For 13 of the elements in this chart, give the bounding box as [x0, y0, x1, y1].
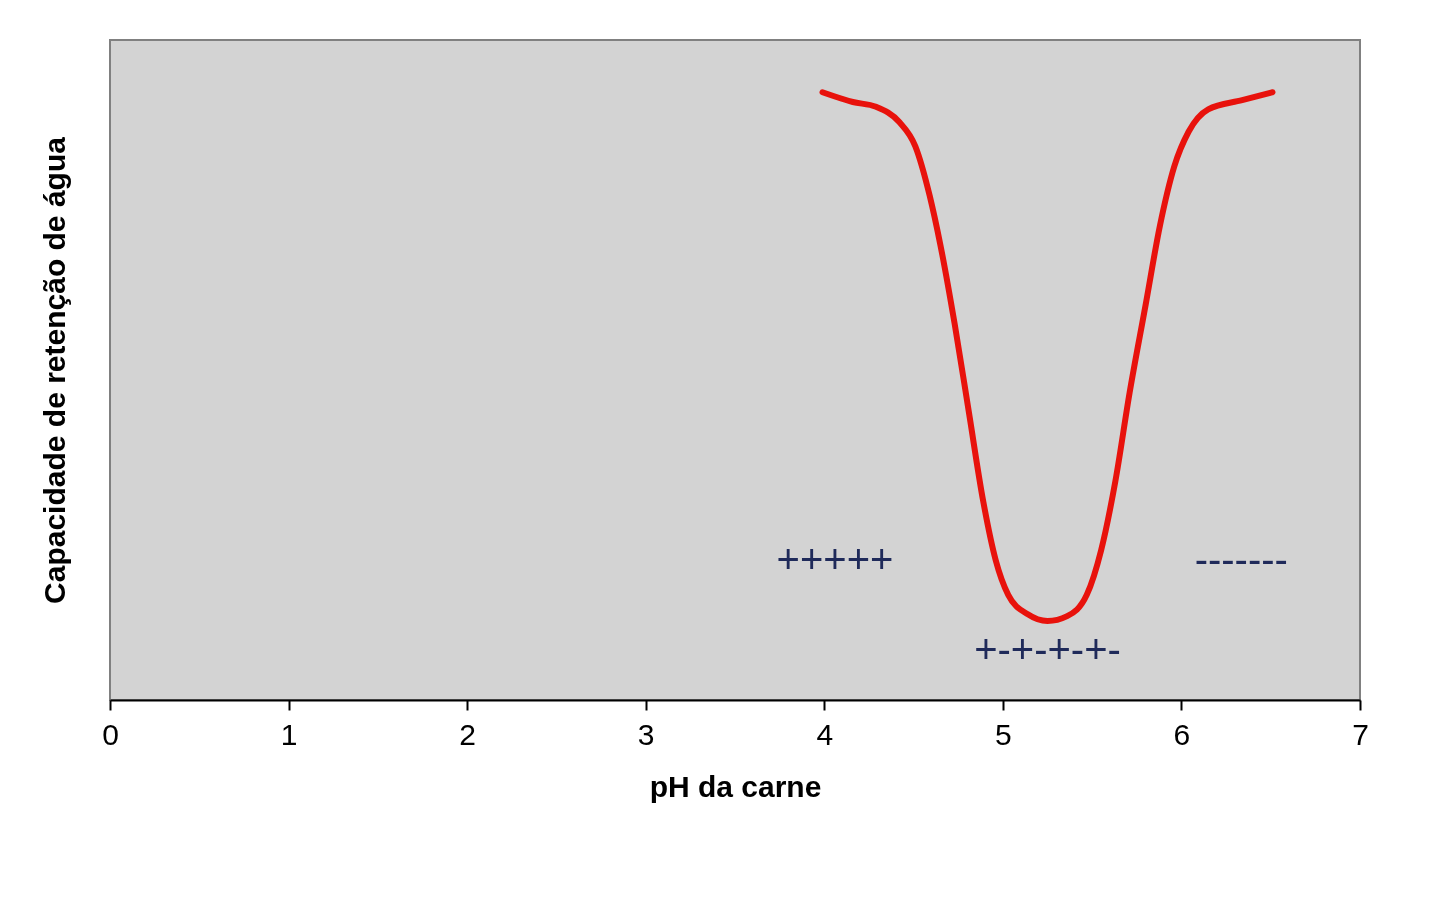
annotation: +-+-+-+- — [974, 626, 1121, 671]
x-tick-label: 2 — [459, 717, 476, 751]
annotation: +++++ — [776, 537, 894, 582]
annotation: ------- — [1194, 537, 1288, 582]
x-tick-label: 1 — [280, 717, 298, 751]
x-tick-label: 6 — [1173, 717, 1191, 751]
x-tick-label: 5 — [995, 717, 1012, 751]
x-tick-label: 3 — [637, 717, 655, 751]
x-tick-label: 4 — [816, 717, 834, 751]
x-tick-label: 7 — [1352, 717, 1369, 751]
x-axis-title: pH da carne — [649, 769, 822, 803]
y-axis-title: Capacidade de retenção de água — [37, 136, 71, 604]
x-tick-label: 0 — [102, 717, 119, 751]
